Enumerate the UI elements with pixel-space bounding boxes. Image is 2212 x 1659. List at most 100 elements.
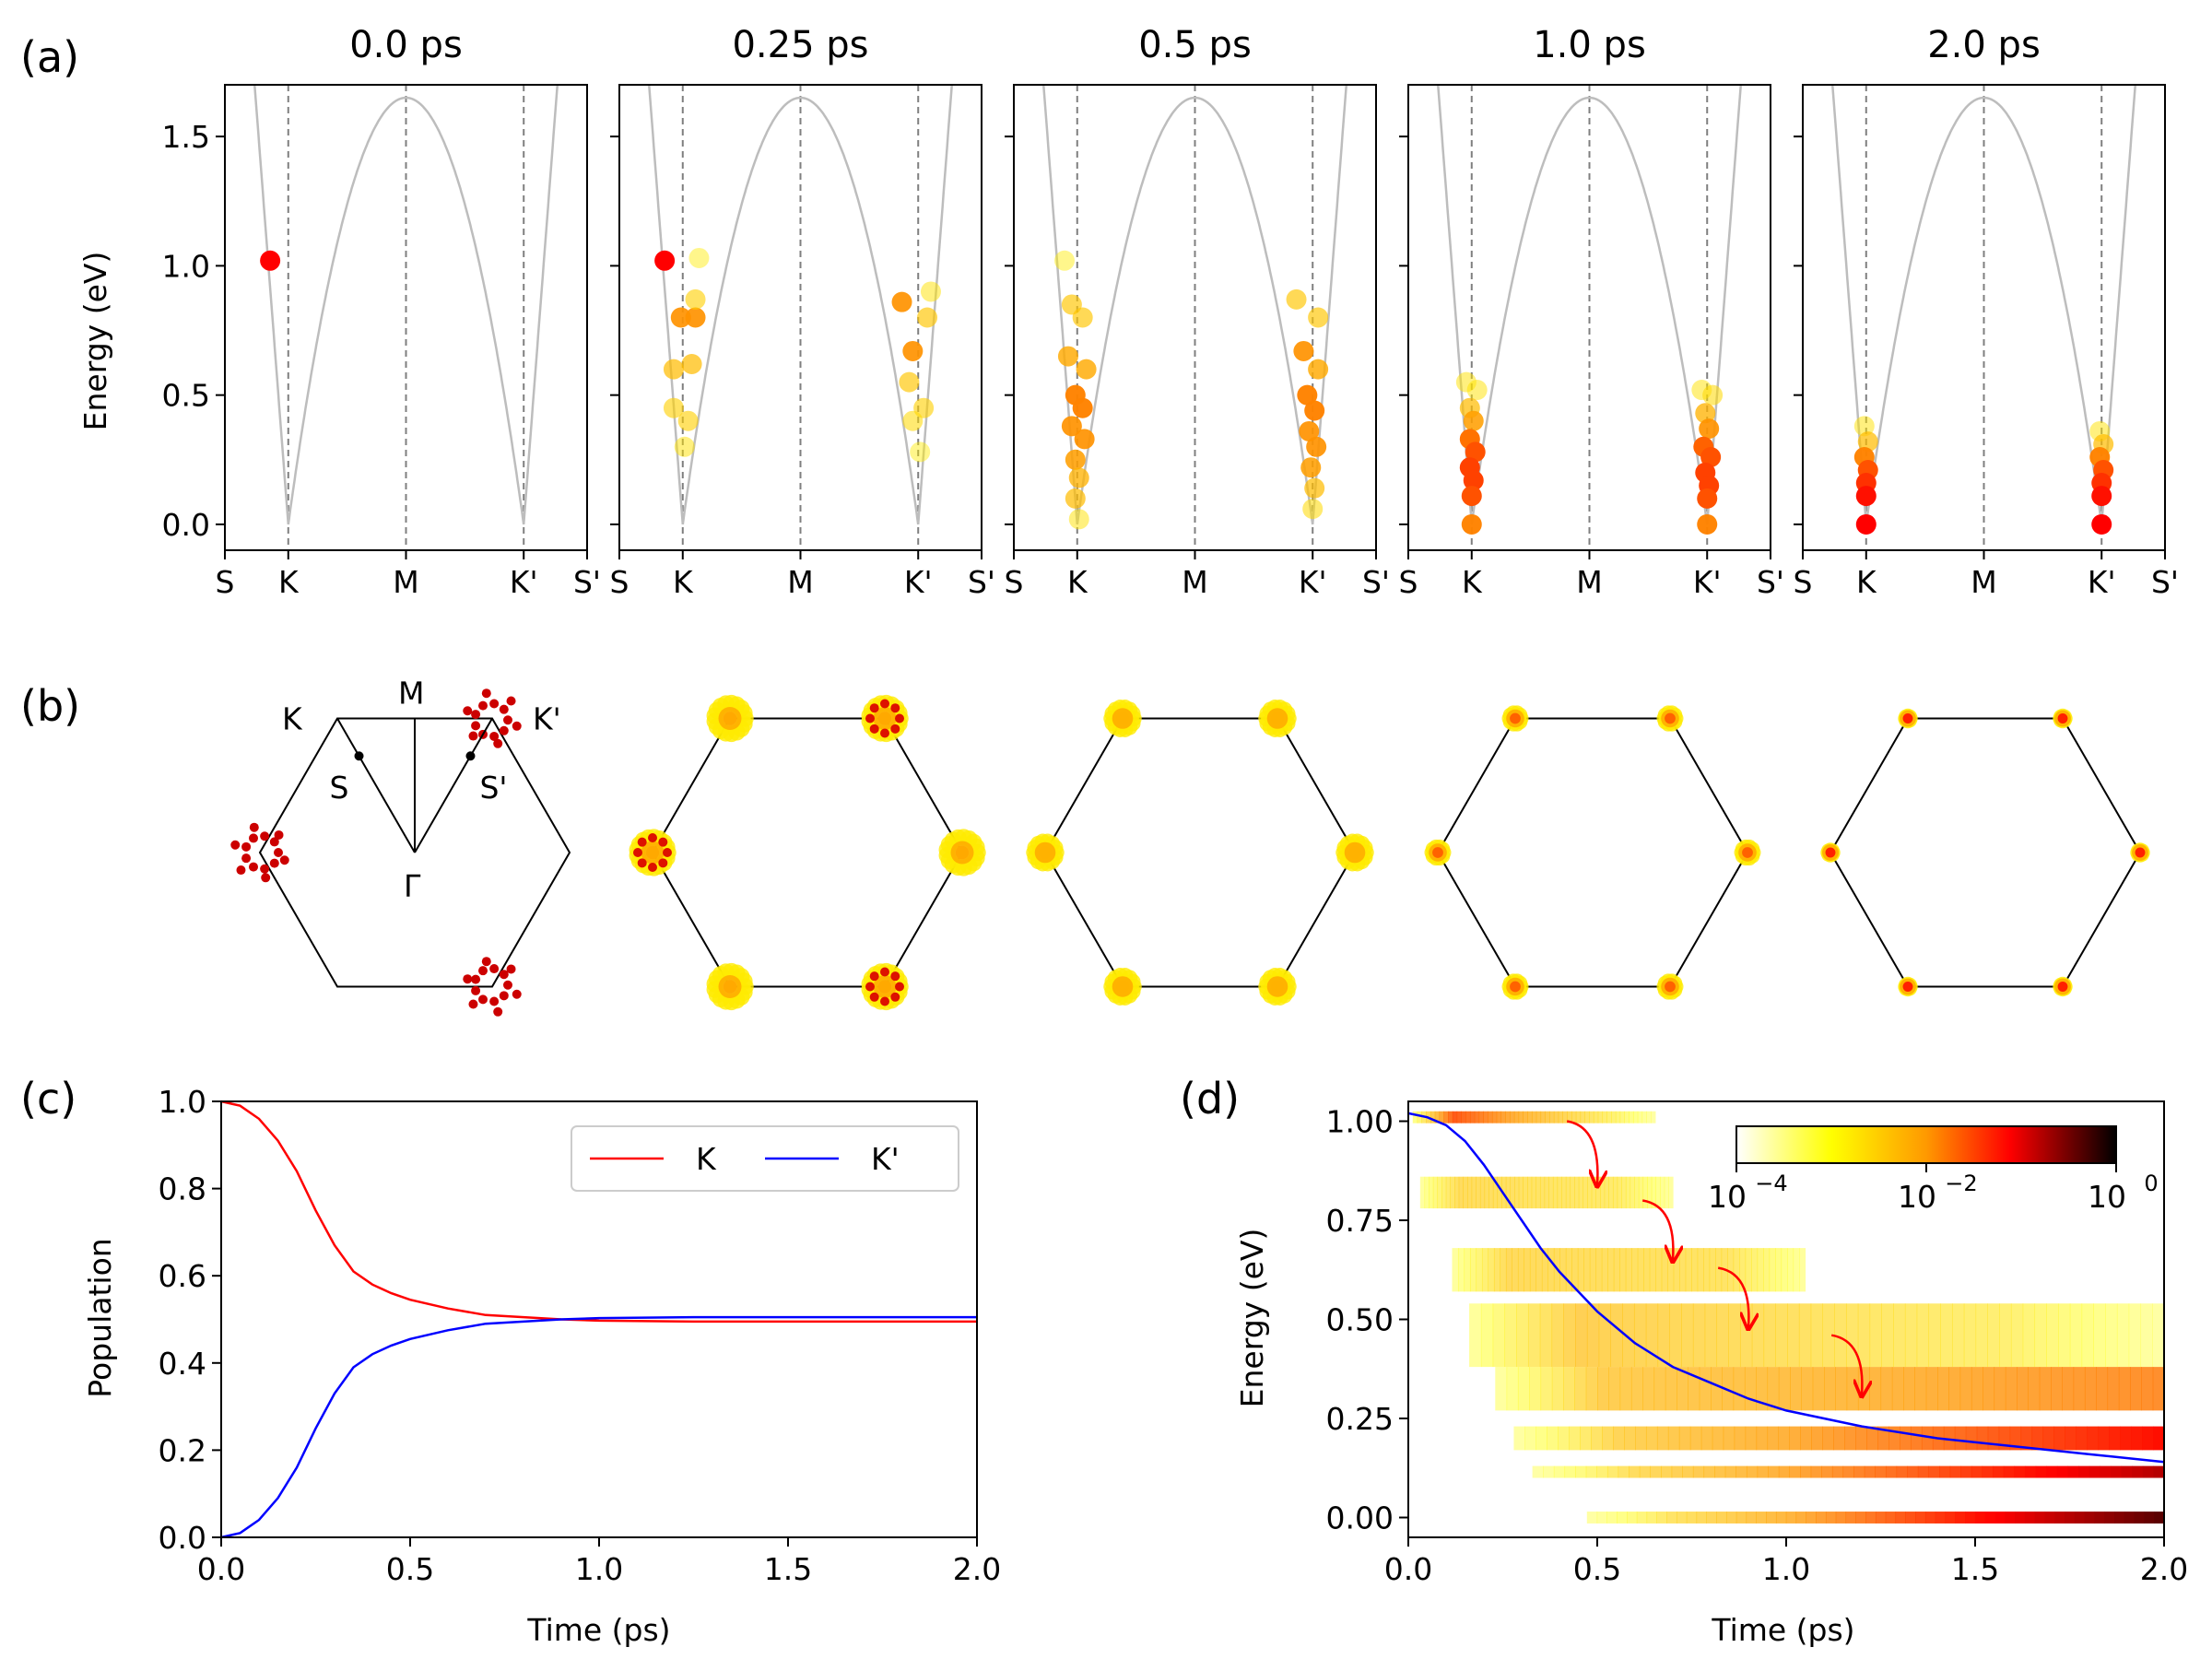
heatmap-cell xyxy=(1500,1111,1506,1124)
heatmap-cell xyxy=(1564,1465,1576,1478)
population-line-K xyxy=(220,1100,977,1324)
heatmap-cell xyxy=(1905,1512,1916,1524)
heatmap-cell xyxy=(1767,1367,1780,1411)
heatmap-cell xyxy=(1789,1465,1801,1478)
x-tick-label: 1.0 xyxy=(1762,1551,1810,1587)
carrier-point xyxy=(1076,359,1097,380)
heatmap-cell xyxy=(1488,1176,1494,1209)
heatmap-cell xyxy=(2144,1512,2155,1524)
bz-hexagon-3 xyxy=(1424,705,1761,1000)
heatmap-cell xyxy=(1584,1111,1590,1124)
heatmap-cell xyxy=(1634,1176,1640,1209)
heatmap-cell xyxy=(1869,1367,1882,1411)
heatmap-cell xyxy=(1585,1367,1598,1411)
heatmap-cell xyxy=(1677,1367,1688,1411)
heatmap-cell xyxy=(1745,1426,1758,1451)
heatmap-cell xyxy=(2042,1426,2055,1451)
snapshot-1: 0.25 ps S K M K' S' xyxy=(610,24,995,600)
carrier-point xyxy=(1855,486,1877,507)
heatmap-cell xyxy=(1971,1465,1983,1478)
y-tick-label: 0.0 xyxy=(162,507,210,543)
heatmap-cell xyxy=(2118,1367,2131,1411)
heatmap-cell xyxy=(1893,1303,1906,1368)
heatmap-cell xyxy=(1993,1465,2005,1478)
heatmap-cell xyxy=(1954,1426,1967,1451)
valley-carrier xyxy=(489,996,500,1006)
bz-outline xyxy=(1043,717,1357,988)
valley-carrier-red xyxy=(637,837,647,847)
valley-carrier xyxy=(463,974,473,984)
heatmap-cell xyxy=(1751,1248,1759,1292)
valley-carrier-core xyxy=(645,845,660,860)
heatmap-cell xyxy=(1571,1248,1579,1292)
x-tick-label: 0.0 xyxy=(197,1551,245,1587)
heatmap-cell xyxy=(1569,1426,1581,1451)
heatmap-cell xyxy=(1553,1465,1566,1478)
carrier-point xyxy=(910,441,931,463)
heatmap-cell xyxy=(1563,1303,1576,1368)
carrier-point xyxy=(1466,380,1488,401)
heatmap-cell xyxy=(1735,1512,1747,1524)
carrier-point xyxy=(1857,431,1878,453)
valley-carrier xyxy=(478,994,488,1005)
heatmap-cell xyxy=(2093,1303,2106,1368)
heatmap-cell xyxy=(2105,1303,2118,1368)
heatmap-cell xyxy=(1642,1367,1655,1411)
heatmap-cell xyxy=(1458,1176,1464,1209)
heatmap-cell xyxy=(1452,1111,1458,1124)
heatmap-cell xyxy=(1602,1111,1607,1124)
carrier-point xyxy=(1699,418,1720,440)
valley-carrier-red xyxy=(890,992,900,1002)
heatmap-cell xyxy=(1607,1248,1615,1292)
bz-hexagon-4 xyxy=(1820,708,2150,997)
heatmap-cell xyxy=(1679,1248,1687,1292)
valley-carrier xyxy=(489,964,500,974)
valley-carrier-red xyxy=(869,724,879,734)
heatmap-cell xyxy=(1591,1176,1596,1209)
heatmap-cell xyxy=(1561,1176,1567,1209)
x-tick-label: S' xyxy=(573,564,601,600)
heatmap-cell xyxy=(1767,1426,1780,1451)
valley-carrier-red xyxy=(865,713,875,724)
heatmap-cell xyxy=(1831,1465,1844,1478)
snapshot-title: 0.5 ps xyxy=(1138,24,1252,66)
heatmap-cell xyxy=(1667,1426,1680,1451)
valley-carrier-red xyxy=(865,982,875,992)
valley-carrier-core xyxy=(2135,847,2146,858)
heatmap-cell xyxy=(1571,1111,1577,1124)
heatmap-cell xyxy=(1512,1248,1519,1292)
heatmap-cell xyxy=(1812,1367,1825,1411)
heatmap-cell xyxy=(1617,1512,1628,1524)
carrier-point xyxy=(670,307,691,328)
heatmap-cell xyxy=(1775,1303,1788,1368)
heatmap-cell xyxy=(1635,1426,1647,1451)
carrier-point xyxy=(1072,307,1093,328)
heatmap-cell xyxy=(1441,1176,1447,1209)
legend-label-Kprime: K' xyxy=(871,1141,900,1177)
heatmap-cell xyxy=(1412,1111,1418,1124)
heatmap-cell xyxy=(1567,1111,1572,1124)
snapshot-0: 0.0 ps S K M K' S' 0.0 0.5 1.0 1.5 xyxy=(162,24,602,600)
heatmap-cell xyxy=(2024,1465,2037,1478)
valley-carrier xyxy=(269,837,279,847)
heatmap-cell xyxy=(2051,1367,2063,1411)
heatmap-cell xyxy=(1523,1176,1528,1209)
heatmap-cell xyxy=(1703,1248,1711,1292)
colorbar-tick-label: 10 xyxy=(2088,1179,2126,1215)
heatmap-cell xyxy=(2120,1426,2132,1451)
heatmap-cell xyxy=(1643,1248,1651,1292)
carrier-point xyxy=(1068,467,1089,488)
heatmap-cell xyxy=(1518,1176,1524,1209)
bz-outline xyxy=(1436,717,1749,988)
heatmap-cell xyxy=(1558,1426,1570,1451)
heatmap-cell xyxy=(2005,1512,2016,1524)
heatmap-cell xyxy=(1766,1512,1777,1524)
heatmap-cell xyxy=(2062,1367,2075,1411)
heatmap-cell xyxy=(1651,1111,1656,1124)
heatmap-cell xyxy=(1465,1111,1471,1124)
heatmap-cell xyxy=(1583,1248,1591,1292)
heatmap-cell xyxy=(1510,1176,1515,1209)
valley-carrier-red xyxy=(880,728,889,738)
panel-letter-a: (a) xyxy=(20,32,79,82)
